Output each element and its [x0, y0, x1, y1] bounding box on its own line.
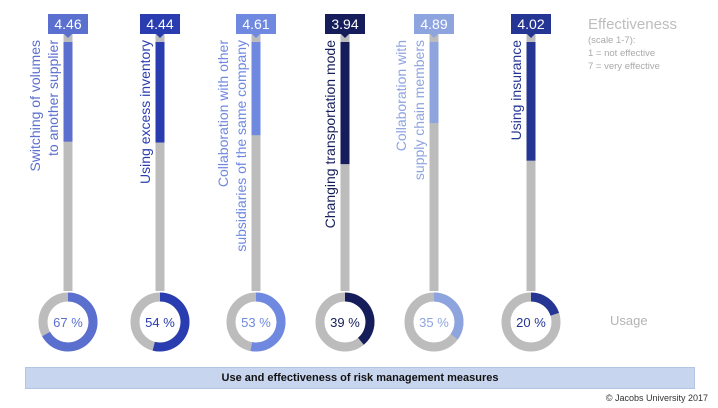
effectiveness-value-label: 3.94	[331, 16, 358, 32]
measure-group: 4.02 Using insurance 20 %	[501, 14, 561, 352]
category-label: Switching of volumes	[27, 40, 43, 172]
effectiveness-value-pointer	[341, 34, 349, 38]
copyright: © Jacobs University 2017	[605, 393, 708, 403]
effectiveness-track	[251, 32, 261, 291]
effectiveness-track	[526, 32, 536, 291]
usage-ring-arc	[344, 292, 375, 345]
effectiveness-value-box	[511, 14, 551, 34]
usage-percent-label: 39 %	[330, 315, 360, 330]
measure-group: 4.46 Switching of volumes to another suppl…	[27, 14, 98, 352]
category-label: Collaboration with	[393, 40, 409, 151]
effectiveness-value-pointer	[527, 34, 535, 38]
effectiveness-bar	[63, 42, 73, 142]
category-label: supply chain members	[411, 40, 427, 180]
category-label: Using insurance	[508, 40, 524, 141]
legend-min-label: 1 = not effective	[588, 48, 656, 59]
usage-percent-label: 67 %	[53, 315, 83, 330]
usage-ring-arc	[530, 292, 560, 316]
footer-bar: Use and effectiveness of risk management…	[25, 367, 695, 389]
category-label: Using excess inventory	[137, 40, 153, 184]
effectiveness-bar	[155, 42, 165, 143]
effectiveness-track	[155, 32, 165, 291]
usage-percent-label: 54 %	[145, 315, 175, 330]
usage-label: Usage	[610, 313, 648, 328]
usage-percent-label: 53 %	[241, 315, 271, 330]
category-label: subsidiaries of the same company	[233, 40, 249, 252]
effectiveness-value-pointer	[156, 34, 164, 38]
effectiveness-value-box	[414, 14, 454, 34]
effectiveness-value-label: 4.46	[54, 16, 81, 32]
usage-percent-label: 35 %	[419, 315, 449, 330]
effectiveness-value-label: 4.61	[242, 16, 269, 32]
effectiveness-bar	[429, 42, 439, 124]
legend-max-label: 7 = very effective	[588, 61, 660, 72]
effectiveness-value-box	[325, 14, 365, 34]
effectiveness-track	[63, 32, 73, 291]
usage-ring-arc	[152, 292, 190, 352]
usage-ring-arc	[42, 292, 98, 352]
usage-ring-arc	[433, 292, 464, 340]
effectiveness-value-box	[140, 14, 180, 34]
category-label: Changing transportation mode	[322, 40, 338, 229]
measure-group: 3.94 Changing transportation mode 39 %	[315, 14, 375, 352]
usage-ring-arc	[250, 292, 286, 352]
category-label: to another supplier	[45, 40, 61, 156]
legend-title: Effectiveness	[588, 16, 677, 33]
measure-group: 4.61 Collaboration with other subsidiaries…	[215, 14, 286, 352]
usage-percent-label: 20 %	[516, 315, 546, 330]
effectiveness-value-label: 4.89	[420, 16, 447, 32]
effectiveness-value-box	[236, 14, 276, 34]
legend-scale-label: (scale 1-7):	[588, 35, 636, 46]
effectiveness-bar	[340, 42, 350, 165]
effectiveness-value-pointer	[64, 34, 72, 38]
effectiveness-bar	[526, 42, 536, 161]
effectiveness-legend: Effectiveness (scale 1-7): 1 = not effec…	[588, 16, 713, 73]
effectiveness-value-pointer	[430, 34, 438, 38]
category-label: Collaboration with other	[215, 40, 231, 187]
effectiveness-bar	[251, 42, 261, 136]
effectiveness-track	[429, 32, 439, 291]
effectiveness-value-label: 4.02	[517, 16, 544, 32]
measure-group: 4.44 Using excess inventory 54 %	[130, 14, 190, 352]
effectiveness-value-box	[48, 14, 88, 34]
effectiveness-value-pointer	[252, 34, 260, 38]
measure-group: 4.89 Collaboration with supply chain membe…	[393, 14, 464, 352]
footer-title: Use and effectiveness of risk management…	[221, 372, 499, 384]
effectiveness-value-label: 4.44	[146, 16, 173, 32]
